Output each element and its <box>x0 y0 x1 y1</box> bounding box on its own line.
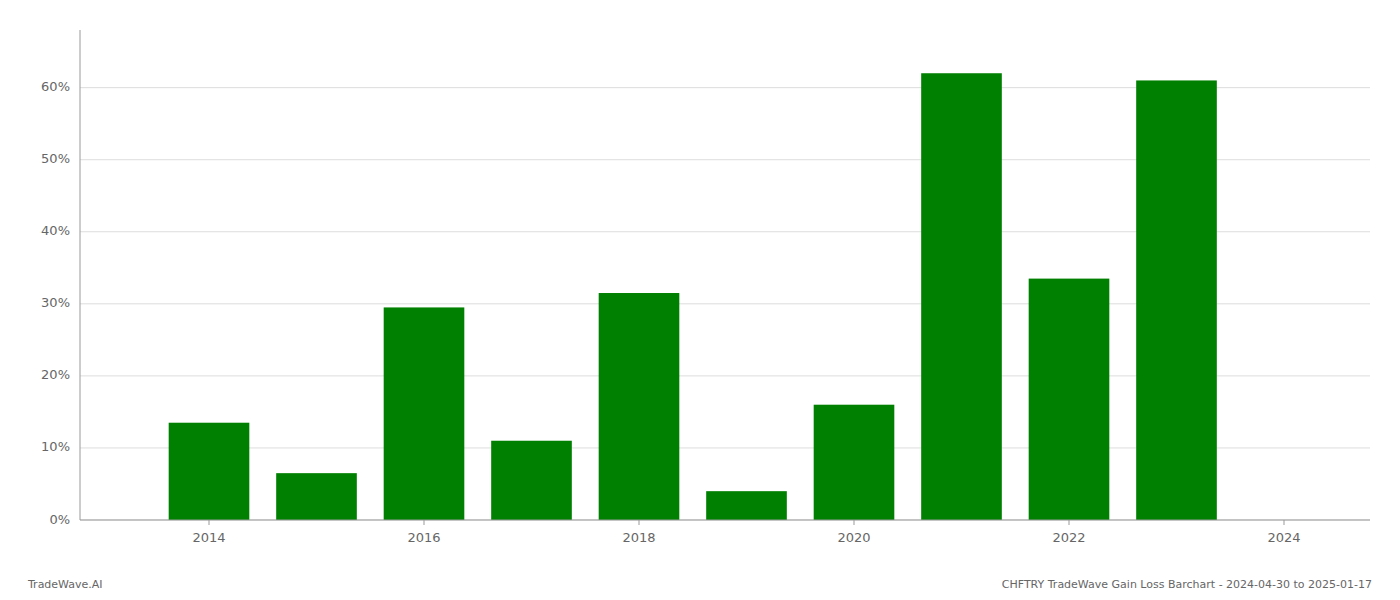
y-axis-line <box>80 30 81 520</box>
x-tick <box>1069 520 1070 525</box>
chart-svg: 0% 10% 20% 30% 40% 50% 60% 2014 2016 2018 2020 2022… <box>0 0 1400 600</box>
bar <box>169 423 250 520</box>
bar <box>384 307 465 520</box>
x-tick-label: 2018 <box>622 530 655 545</box>
bar <box>599 293 680 520</box>
x-tick <box>1284 520 1285 525</box>
bar <box>921 73 1002 520</box>
x-tick-label: 2020 <box>837 530 870 545</box>
bar <box>276 473 357 520</box>
x-axis: 2014 2016 2018 2020 2022 2024 <box>192 520 1300 545</box>
x-tick-label: 2024 <box>1267 530 1300 545</box>
y-tick-label: 60% <box>41 79 70 94</box>
axes <box>80 30 1370 520</box>
bar <box>1029 279 1110 520</box>
y-tick-label: 20% <box>41 367 70 382</box>
y-tick-label: 50% <box>41 151 70 166</box>
x-tick <box>854 520 855 525</box>
grid-line <box>80 520 1370 521</box>
y-tick-label: 40% <box>41 223 70 238</box>
x-tick <box>639 520 640 525</box>
x-axis-line <box>80 520 1370 521</box>
bars <box>169 73 1217 520</box>
footer-text: TradeWave.AI <box>27 578 103 591</box>
y-tick-label: 30% <box>41 295 70 310</box>
bar <box>706 491 787 520</box>
x-tick <box>209 520 210 525</box>
bar <box>814 405 895 520</box>
bar <box>1136 80 1217 520</box>
bar <box>491 441 572 520</box>
x-tick-label: 2016 <box>407 530 440 545</box>
footer-text: CHFTRY TradeWave Gain Loss Barchart - 20… <box>1002 578 1372 591</box>
chart-container: 0% 10% 20% 30% 40% 50% 60% 2014 2016 2018 2020 2022… <box>0 0 1400 600</box>
x-tick <box>424 520 425 525</box>
x-tick-label: 2014 <box>192 530 225 545</box>
x-tick-label: 2022 <box>1052 530 1085 545</box>
y-axis: 0% 10% 20% 30% 40% 50% 60% <box>41 79 70 526</box>
y-tick-label: 0% <box>49 512 70 527</box>
y-tick-label: 10% <box>41 439 70 454</box>
footer: TradeWave.AI CHFTRY TradeWave Gain Loss B… <box>27 578 1372 591</box>
